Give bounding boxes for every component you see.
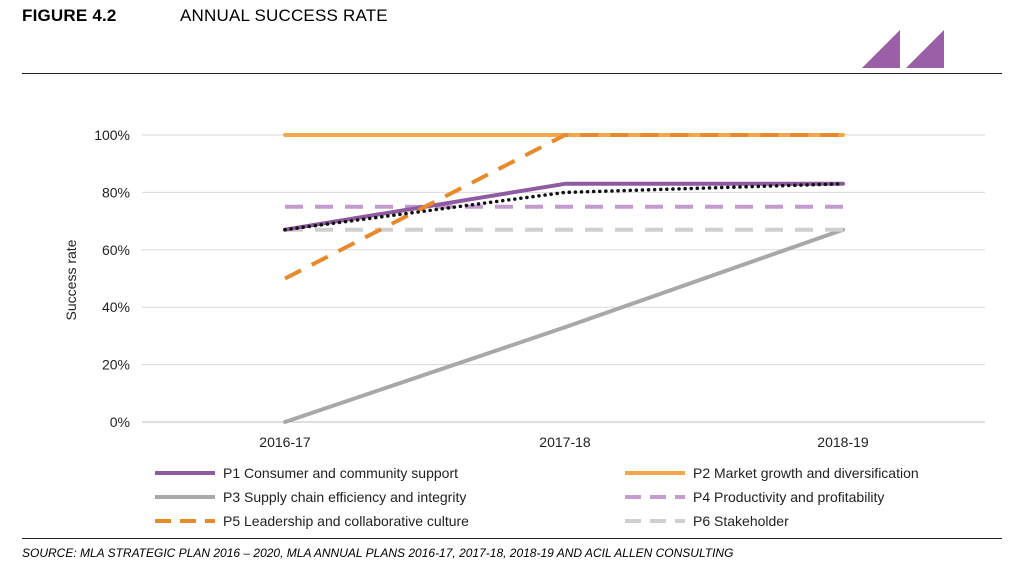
top-rule: [22, 73, 1002, 74]
legend-label: P3 Supply chain efficiency and integrity: [223, 489, 466, 505]
y-tick-label: 20%: [102, 357, 130, 373]
legend-label: P5 Leadership and collaborative culture: [223, 513, 469, 529]
y-tick-label: 80%: [102, 184, 130, 200]
legend: P1 Consumer and community support P2 Mark…: [155, 465, 919, 529]
legend-label: P2 Market growth and diversification: [693, 465, 919, 481]
y-tick-label: 100%: [94, 127, 130, 143]
y-tick-label: 60%: [102, 242, 130, 258]
y-tick-labels: 0% 20% 40% 60% 80% 100%: [94, 127, 130, 430]
y-tick-label: 0%: [110, 414, 130, 430]
legend-label: P6 Stakeholder: [693, 513, 789, 529]
x-tick-label: 2016-17: [259, 434, 311, 450]
series-line: [284, 133, 843, 281]
x-tick-label: 2018-19: [817, 434, 869, 450]
line-chart: 0% 20% 40% 60% 80% 100% 2016-17 2017-18 2018-19…: [63, 127, 985, 529]
x-tick-label: 2017-18: [539, 434, 591, 450]
brand-chevrons-icon: [862, 30, 944, 68]
x-tick-labels: 2016-17 2017-18 2018-19: [259, 434, 869, 450]
source-note: SOURCE: MLA STRATEGIC PLAN 2016 – 2020, …: [22, 546, 734, 560]
legend-label: P1 Consumer and community support: [223, 465, 458, 481]
figure-title: ANNUAL SUCCESS RATE: [180, 6, 388, 25]
legend-label: P4 Productivity and profitability: [693, 489, 884, 505]
y-axis-label: Success rate: [63, 239, 79, 320]
series-line: [283, 227, 845, 424]
gridlines: [142, 134, 985, 423]
series-line: [283, 181, 845, 232]
figure-number: FIGURE 4.2: [22, 6, 117, 25]
bottom-rule: [22, 538, 1002, 539]
y-tick-label: 40%: [102, 299, 130, 315]
series-lines: [283, 133, 845, 424]
